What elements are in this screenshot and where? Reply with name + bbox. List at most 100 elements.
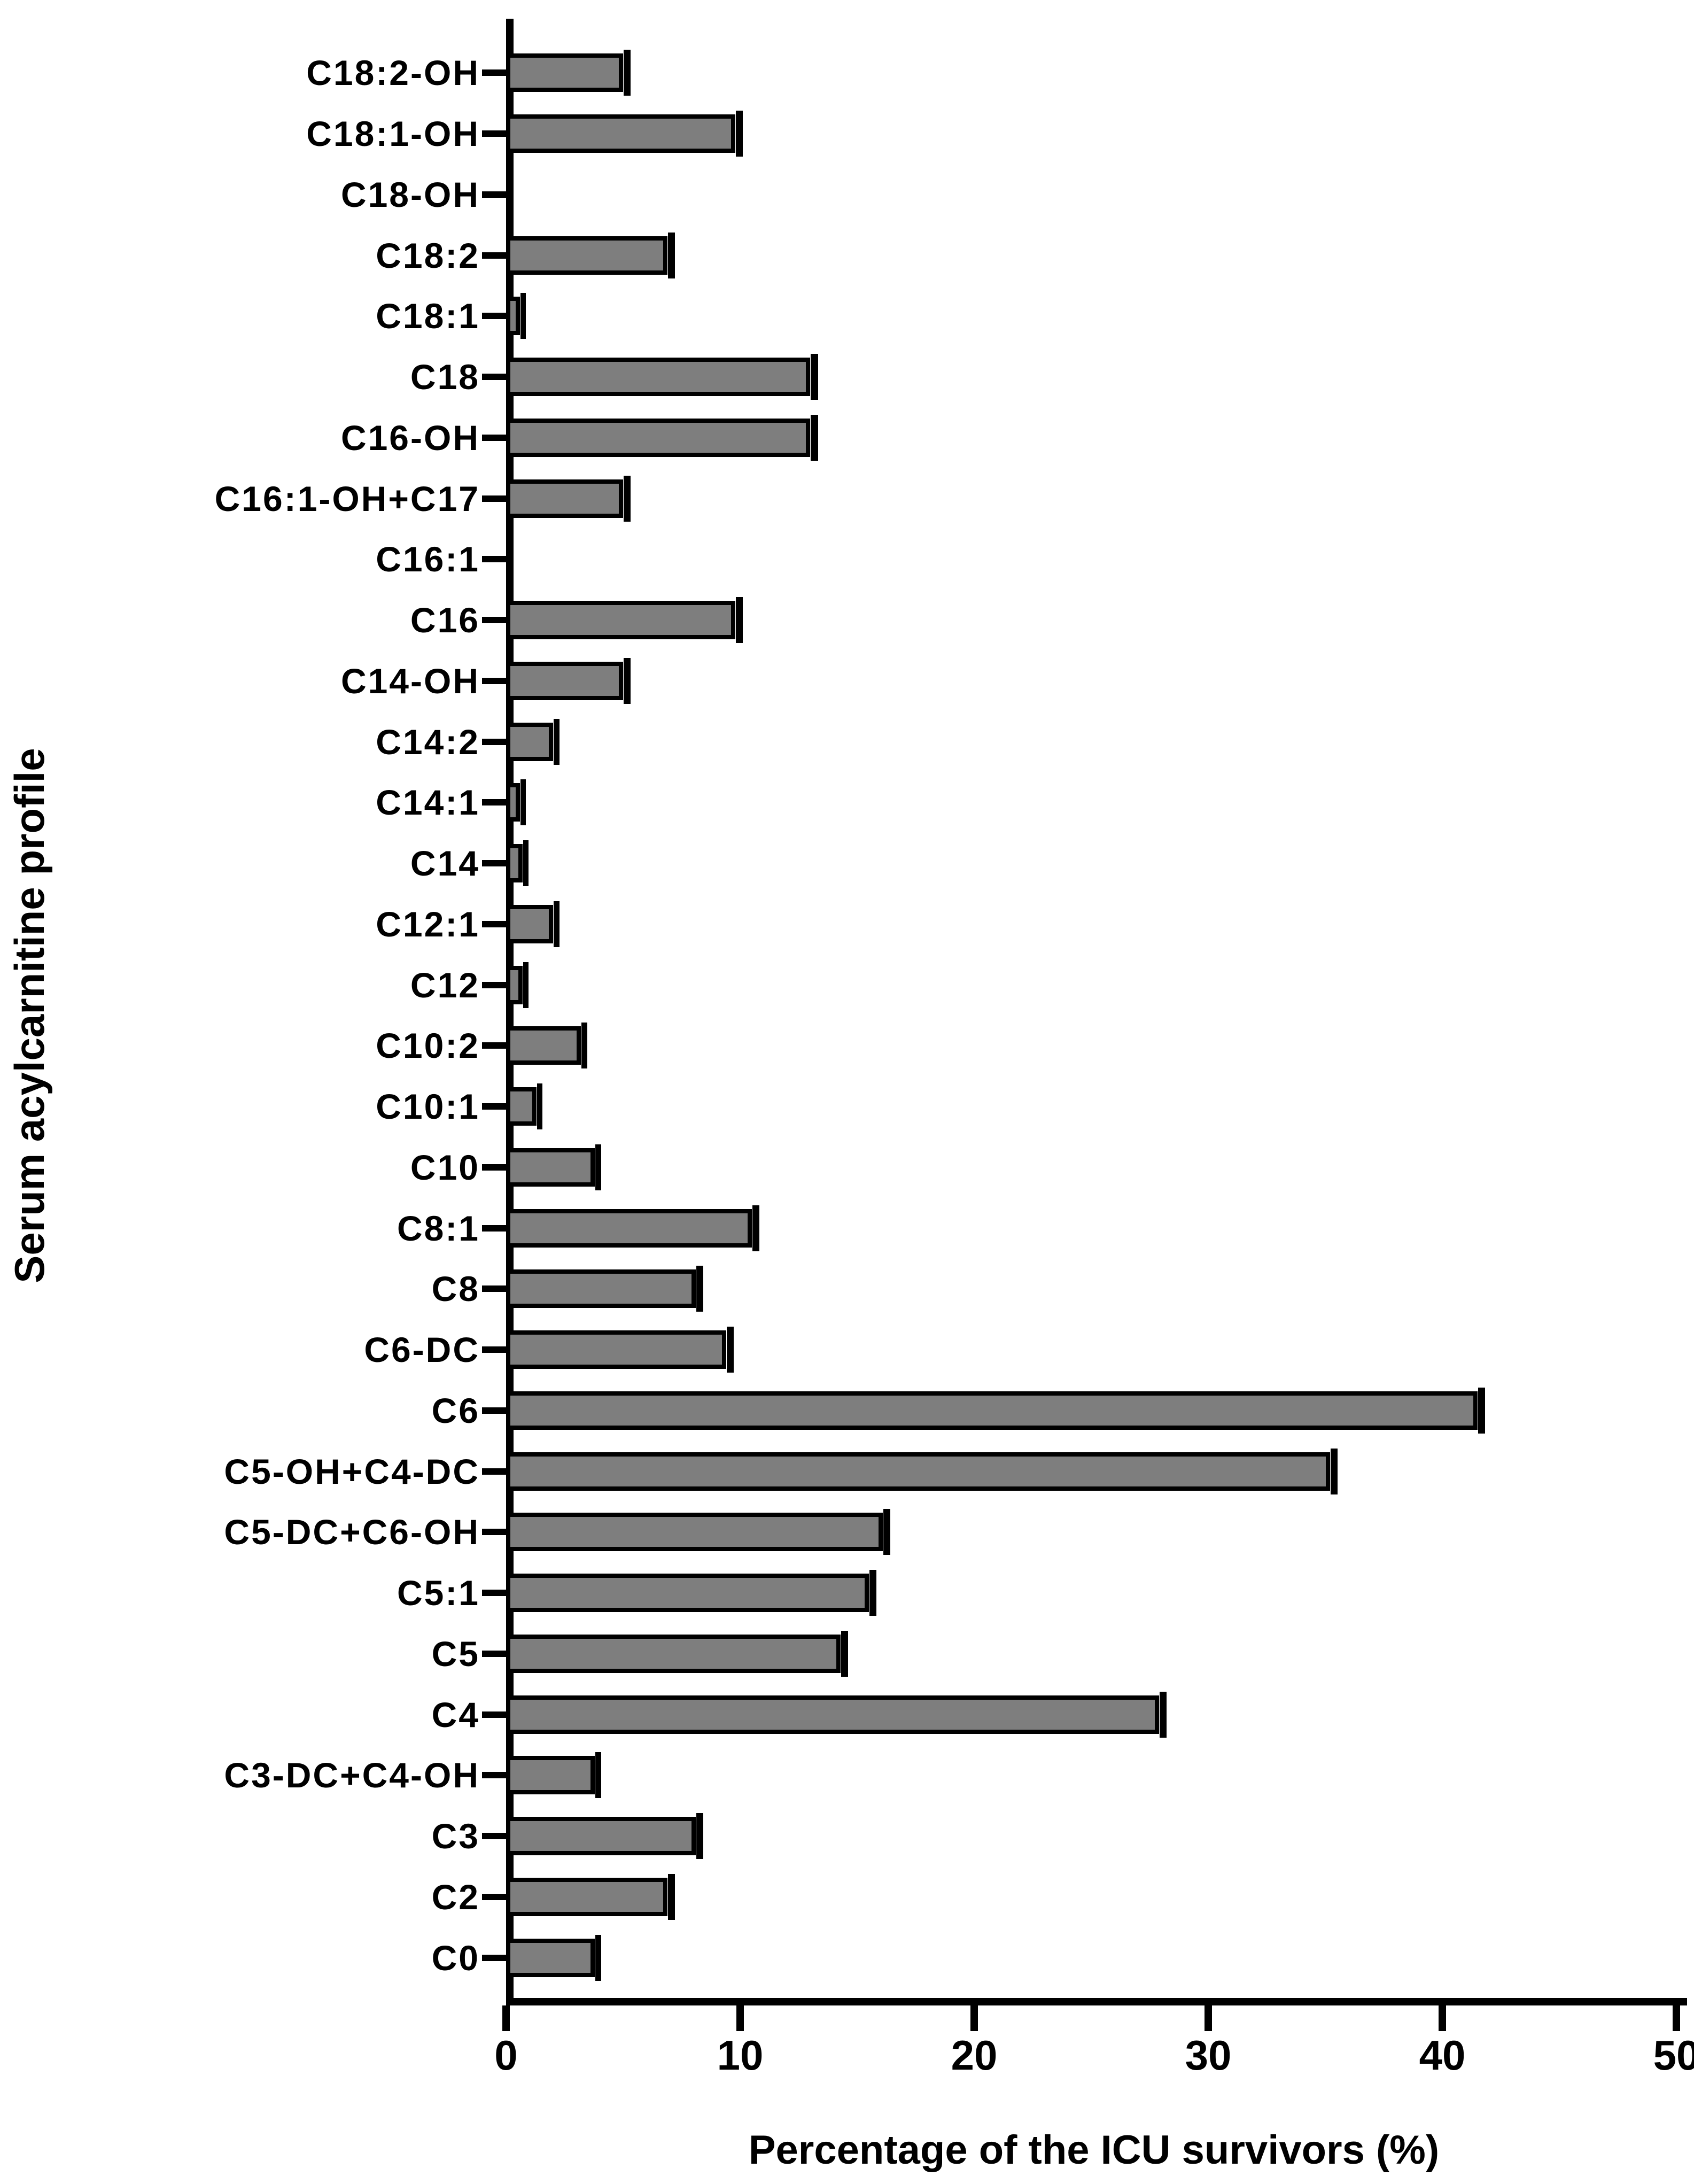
y-axis-tick [482, 1772, 507, 1779]
error-cap [537, 1083, 542, 1129]
error-cap [1478, 1387, 1485, 1434]
x-tick-label: 50 [1653, 2032, 1694, 2079]
y-axis-title: Serum acylcarnitine profile [6, 748, 53, 1283]
x-axis-title: Percentage of the ICU survivors (%) [748, 2127, 1440, 2173]
y-axis-tick [482, 1650, 507, 1657]
y-axis-tick [482, 860, 507, 866]
bar [506, 236, 668, 275]
category-label: C12 [410, 965, 480, 1005]
y-axis-tick [482, 374, 507, 380]
error-cap [696, 1266, 703, 1312]
bar [506, 479, 623, 518]
category-label: C8 [431, 1269, 480, 1309]
bar [506, 601, 736, 639]
error-cap [520, 779, 526, 826]
bar [506, 114, 736, 153]
category-label: C12:1 [376, 904, 480, 944]
x-axis-tick [736, 2005, 744, 2031]
error-cap [520, 293, 526, 339]
bar [506, 904, 553, 943]
y-axis-tick [482, 617, 507, 623]
category-label: C14:2 [376, 722, 480, 762]
category-label: C16 [410, 600, 480, 640]
error-cap [523, 840, 529, 886]
y-axis-tick [482, 252, 507, 259]
error-cap [726, 1327, 734, 1373]
bar [506, 844, 523, 882]
x-axis-tick [1673, 2005, 1680, 2031]
y-axis-tick [482, 1285, 507, 1292]
category-label: C6 [431, 1390, 480, 1430]
error-cap [553, 718, 560, 765]
bar [506, 1330, 726, 1369]
y-axis-tick [482, 1590, 507, 1596]
y-axis-tick [482, 191, 507, 198]
y-axis-tick [482, 1529, 507, 1536]
y-axis-tick [482, 1468, 507, 1475]
category-label: C18-OH [340, 174, 480, 214]
error-cap [736, 597, 743, 643]
y-axis-tick [482, 434, 507, 441]
category-label: C4 [431, 1694, 480, 1734]
bar [506, 53, 623, 92]
category-label: C16-OH [340, 417, 480, 458]
y-axis-tick [482, 1893, 507, 1900]
error-cap [869, 1570, 877, 1616]
bar [506, 661, 623, 700]
y-axis-tick [482, 920, 507, 927]
y-axis-tick [482, 495, 507, 502]
category-label: C5-OH+C4-DC [224, 1451, 480, 1491]
bar [506, 358, 811, 396]
error-cap [841, 1630, 849, 1677]
category-label: C0 [431, 1938, 480, 1978]
error-cap [668, 232, 675, 278]
category-label: C5 [431, 1633, 480, 1674]
y-axis-tick [482, 69, 507, 76]
y-axis-tick [482, 1164, 507, 1171]
y-axis-tick [482, 130, 507, 137]
error-cap [595, 1144, 602, 1190]
bar [506, 1452, 1330, 1491]
category-label: C5:1 [397, 1573, 480, 1613]
bar [506, 1391, 1478, 1430]
y-axis-tick [482, 1042, 507, 1049]
category-label: C18:1 [376, 296, 480, 336]
y-axis-tick [482, 313, 507, 320]
bar [506, 1087, 537, 1126]
bar [506, 722, 553, 761]
y-axis-tick [482, 738, 507, 745]
x-tick-label: 10 [717, 2032, 764, 2079]
category-label: C3-DC+C4-OH [224, 1755, 480, 1795]
bar [506, 1026, 581, 1065]
bar [506, 1574, 869, 1612]
error-cap [696, 1813, 703, 1859]
error-cap [595, 1752, 602, 1799]
error-cap [624, 50, 631, 96]
category-label: C2 [431, 1877, 480, 1917]
category-label: C5-DC+C6-OH [224, 1512, 480, 1552]
x-axis-line [506, 1998, 1687, 2005]
category-label: C16:1-OH+C17 [214, 478, 480, 518]
error-cap [581, 1023, 588, 1069]
bar [506, 1634, 841, 1673]
bar [506, 1269, 696, 1308]
category-label: C18:2 [376, 235, 480, 275]
bar [506, 1817, 696, 1855]
error-cap [624, 657, 631, 704]
error-cap [523, 962, 529, 1008]
bar [506, 297, 520, 336]
error-cap [811, 354, 818, 400]
x-tick-label: 40 [1419, 2032, 1466, 2079]
x-axis-tick [1439, 2005, 1446, 2031]
error-cap [1330, 1448, 1338, 1494]
y-axis-tick [482, 981, 507, 988]
category-label: C18:2-OH [306, 53, 480, 93]
category-label: C10:1 [376, 1087, 480, 1126]
y-axis-tick [482, 1954, 507, 1961]
x-axis-tick [970, 2005, 978, 2031]
y-axis-tick [482, 1407, 507, 1414]
category-label: C18:1-OH [306, 114, 480, 153]
category-label: C10:2 [376, 1026, 480, 1066]
bar [506, 1938, 595, 1977]
